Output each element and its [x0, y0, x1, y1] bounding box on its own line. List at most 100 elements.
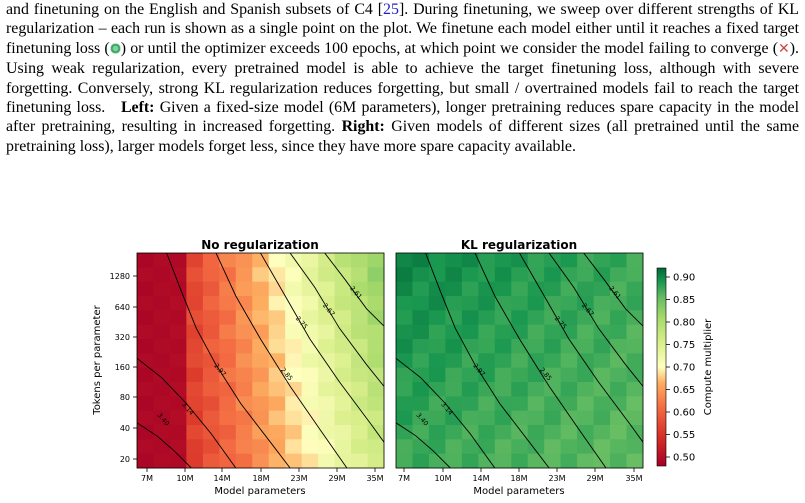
heatmap-cell [285, 324, 303, 340]
heatmap-cell [494, 382, 512, 397]
heatmap-cell [186, 410, 204, 426]
heatmap-cell [461, 324, 479, 340]
heatmap-cell [593, 324, 611, 340]
heatmap-cell [219, 253, 237, 268]
heatmap-cell [527, 367, 545, 383]
heatmap-cell [301, 353, 319, 369]
heatmap-cell [445, 353, 463, 369]
y-tick-label: 40 [120, 424, 130, 433]
left-x-ticks: 7M 10M 14M 18M 23M 29M 35M [141, 468, 384, 483]
heatmap-cell [494, 310, 512, 326]
heatmap-cell [235, 267, 253, 283]
right-plot-frame [395, 252, 644, 469]
heatmap-cell [577, 425, 594, 440]
heatmap-cell [461, 367, 479, 383]
heatmap-cell [318, 267, 335, 283]
heatmap-cell [511, 339, 529, 354]
y-tick-label: 320 [115, 333, 130, 342]
heatmap-cell [544, 439, 562, 455]
heatmap-cell [318, 324, 335, 340]
heatmap-cell [396, 439, 413, 455]
colorbar-tick-label: 0.90 [673, 273, 695, 284]
heatmap-cell [186, 253, 204, 268]
heatmap-cell [610, 367, 627, 383]
heatmap-cell [461, 439, 479, 455]
heatmap-cell [169, 425, 187, 440]
heatmap-cell [478, 396, 496, 412]
heatmap-cell [560, 353, 578, 369]
heatmap-cell [544, 267, 562, 283]
heatmap-cell [202, 339, 220, 354]
heatmap-cell [511, 382, 529, 397]
y-tick-label: 80 [120, 393, 130, 402]
heatmap-cell [544, 453, 562, 469]
heatmap-cell [461, 310, 479, 326]
heatmap-cell [301, 281, 319, 297]
heatmap-cell [428, 425, 446, 440]
heatmap-cell [219, 339, 237, 354]
heatmap-cell [494, 439, 512, 455]
heatmap-cell [169, 339, 187, 354]
heatmap-cell [577, 410, 594, 426]
heatmap-cell [285, 439, 303, 455]
heatmap-cell [301, 382, 319, 397]
heatmap-cell [610, 324, 627, 340]
heatmap-cell [186, 396, 204, 412]
heatmap-cell [252, 324, 270, 340]
heatmap-cell [511, 353, 529, 369]
heatmap-cell [318, 353, 335, 369]
x-tick-label: 23M [548, 474, 565, 483]
x-tick-label: 14M [213, 474, 230, 483]
contour-line [583, 253, 643, 327]
heatmap-cell [235, 324, 253, 340]
heatmap-cell [268, 439, 286, 455]
heatmap-cell [318, 453, 335, 469]
heatmap-cell [610, 253, 627, 268]
heatmap-cell [577, 382, 594, 397]
left-heatmap-cells [137, 253, 385, 469]
heatmap-cell [593, 410, 611, 426]
heatmap-cell [445, 410, 463, 426]
heatmap-cell [235, 339, 253, 354]
heatmap-cell [219, 353, 237, 369]
heatmap-cell [318, 253, 335, 268]
contour-line [548, 253, 643, 387]
heatmap-cell [268, 324, 286, 340]
heatmap-cell [626, 410, 644, 426]
heatmap-cell [235, 310, 253, 326]
heatmap-cell [412, 367, 430, 383]
y-tick-label: 1280 [110, 272, 130, 281]
heatmap-cell [202, 439, 220, 455]
heatmap-cell [367, 425, 385, 440]
heatmap-cell [445, 324, 463, 340]
heatmap-cell [202, 253, 220, 268]
heatmap-cell [527, 310, 545, 326]
heatmap-cell [527, 267, 545, 283]
heatmap-cell [351, 267, 368, 283]
heatmap-cell [186, 439, 204, 455]
heatmap-cell [461, 410, 479, 426]
heatmap-cell [137, 439, 154, 455]
heatmap-cell [412, 425, 430, 440]
heatmap-cell [626, 296, 644, 311]
heatmap-cell [301, 310, 319, 326]
x-tick-label: 7M [398, 474, 410, 483]
heatmap-cell [367, 281, 385, 297]
heatmap-cell [153, 425, 171, 440]
heatmap-cell [202, 410, 220, 426]
heatmap-cell [235, 410, 253, 426]
y-tick-label: 160 [115, 363, 130, 372]
colorbar-tick-label: 0.65 [673, 385, 695, 396]
x-tick-label: 14M [472, 474, 489, 483]
citation-link[interactable]: 25 [383, 1, 399, 18]
heatmap-cell [351, 439, 368, 455]
heatmap-cell [527, 339, 545, 354]
heatmap-cell [367, 253, 385, 268]
heatmap-cell [219, 296, 237, 311]
heatmap-cell [396, 281, 413, 297]
heatmap-cell [577, 367, 594, 383]
heatmap-cell [137, 382, 154, 397]
heatmap-cell [494, 253, 512, 268]
heatmap-cell [461, 253, 479, 268]
heatmap-cell [445, 382, 463, 397]
